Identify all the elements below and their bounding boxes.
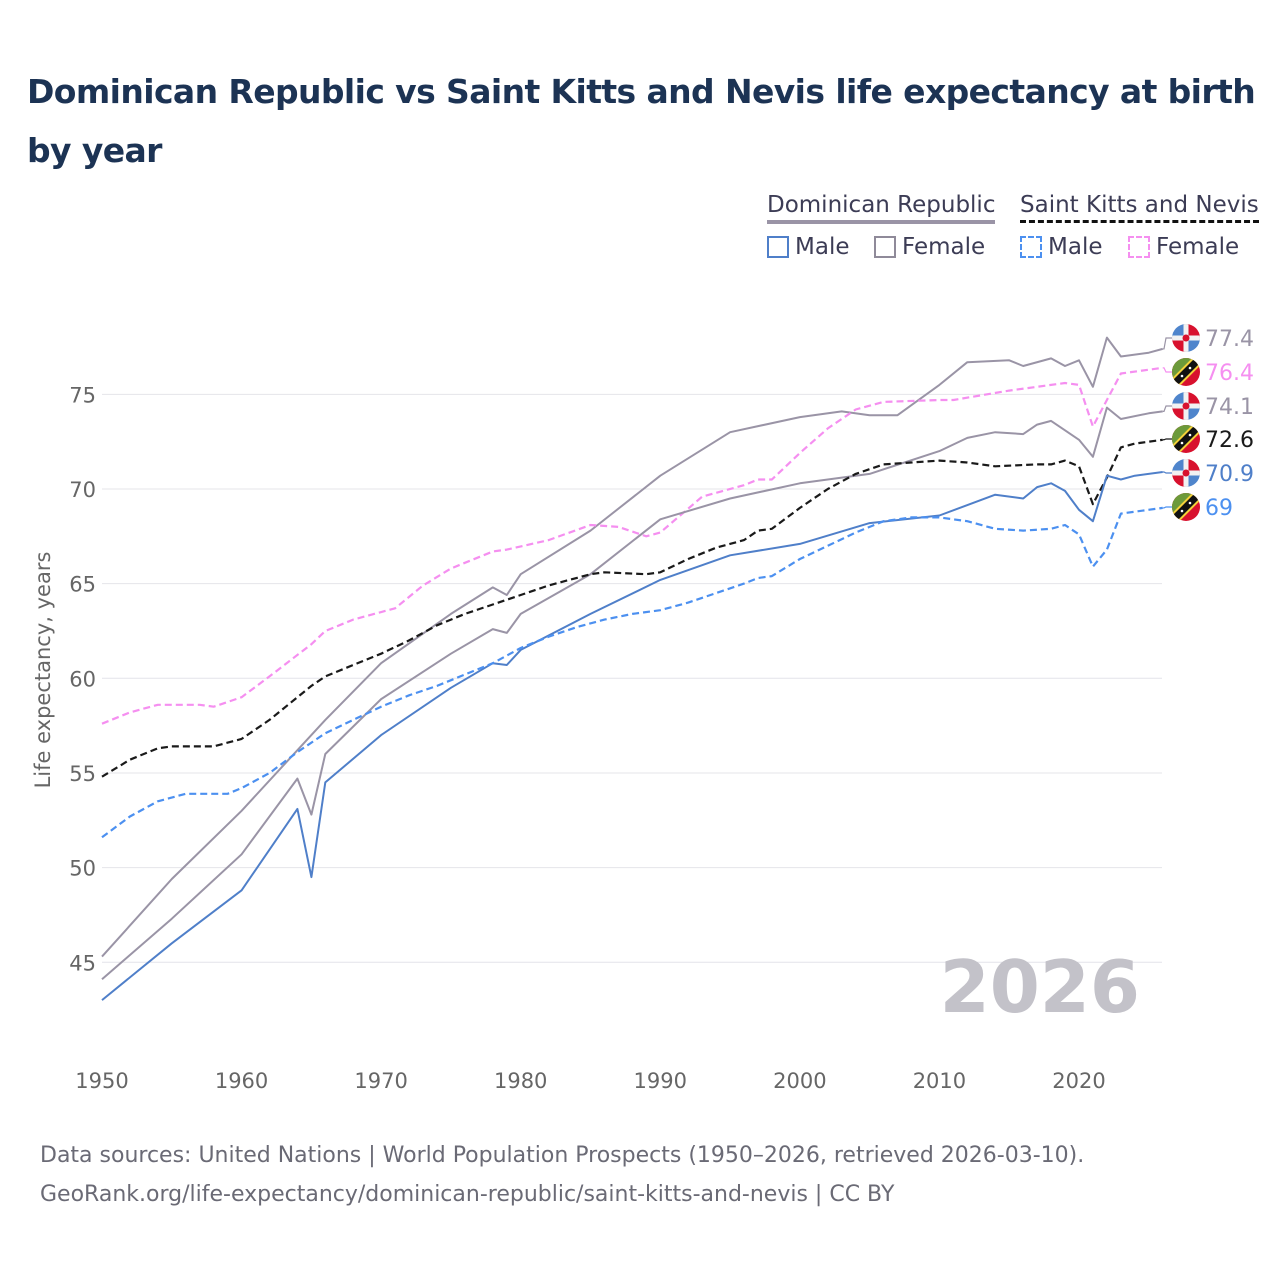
y-tick-label: 55 bbox=[69, 762, 96, 786]
series-line-dominican-republic-male bbox=[101, 471, 1163, 1001]
x-tick-label: 1990 bbox=[634, 1069, 687, 1093]
y-tick-label: 60 bbox=[69, 667, 96, 691]
flag-saint-kitts-and-nevis-icon bbox=[1172, 358, 1200, 386]
y-tick-label: 70 bbox=[69, 478, 96, 502]
source-line-1: Data sources: United Nations | World Pop… bbox=[40, 1143, 1085, 1168]
legend-label: Female bbox=[902, 234, 986, 260]
legend-label: Male bbox=[795, 234, 850, 260]
end-value-label: 74.1 bbox=[1205, 395, 1254, 420]
label-connector bbox=[1162, 367, 1172, 373]
legend-label: Male bbox=[1048, 234, 1103, 260]
label-connector bbox=[1162, 438, 1172, 441]
x-tick-label: 1970 bbox=[354, 1069, 407, 1093]
label-connector bbox=[1162, 506, 1172, 509]
end-value-label: 76.4 bbox=[1205, 361, 1254, 386]
series-line-saint-kitts-and-nevis-male bbox=[101, 506, 1163, 839]
legend-swatch bbox=[874, 236, 896, 258]
label-connector bbox=[1162, 337, 1172, 350]
y-axis-label: Life expectancy, years bbox=[31, 552, 55, 789]
x-tick-label: 1980 bbox=[494, 1069, 547, 1093]
legend-swatch bbox=[1020, 236, 1042, 258]
legend-swatch bbox=[767, 236, 789, 258]
end-value-label: 70.9 bbox=[1205, 462, 1254, 487]
legend-item-dr-male[interactable]: Male bbox=[767, 234, 849, 260]
x-tick-label: 2010 bbox=[913, 1069, 966, 1093]
x-tick-label: 2020 bbox=[1052, 1069, 1105, 1093]
end-value-label: 69 bbox=[1205, 496, 1233, 521]
label-connector bbox=[1162, 471, 1172, 474]
series-line-saint-kitts-and-nevis-female bbox=[101, 366, 1163, 725]
flag-saint-kitts-and-nevis-icon bbox=[1172, 425, 1200, 453]
legend-group-dominican-republic[interactable]: Dominican Republic bbox=[767, 192, 996, 224]
x-tick-label: 2000 bbox=[773, 1069, 826, 1093]
flag-dominican-republic-icon bbox=[1172, 392, 1200, 420]
flag-saint-kitts-and-nevis-icon bbox=[1172, 493, 1200, 521]
label-connector bbox=[1162, 405, 1172, 412]
legend-group-saint-kitts-and-nevis[interactable]: Saint Kitts and Nevis bbox=[1020, 192, 1259, 223]
year-watermark: 2026 bbox=[940, 945, 1140, 1029]
x-tick-label: 1960 bbox=[215, 1069, 268, 1093]
series-line-dominican-republic-female bbox=[101, 336, 1163, 958]
y-tick-label: 45 bbox=[69, 951, 96, 975]
legend-item-dr-female[interactable]: Female bbox=[874, 234, 985, 260]
flag-dominican-republic-icon bbox=[1172, 459, 1200, 487]
y-tick-label: 50 bbox=[69, 857, 96, 881]
legend-item-skn-male[interactable]: Male bbox=[1020, 234, 1102, 260]
series-line-saint-kitts-and-nevis-total bbox=[101, 438, 1163, 778]
legend-item-skn-female[interactable]: Female bbox=[1128, 234, 1239, 260]
x-tick-label: 1950 bbox=[75, 1069, 128, 1093]
end-value-label: 72.6 bbox=[1205, 428, 1254, 453]
source-note: Data sources: United Nations | World Pop… bbox=[40, 1136, 1084, 1214]
y-tick-label: 65 bbox=[69, 573, 96, 597]
flag-dominican-republic-icon bbox=[1172, 324, 1200, 352]
legend-swatch bbox=[1128, 236, 1150, 258]
series-line-dominican-republic-total bbox=[101, 406, 1163, 981]
source-line-2[interactable]: GeoRank.org/life-expectancy/dominican-re… bbox=[40, 1182, 895, 1207]
legend-label: Female bbox=[1156, 234, 1240, 260]
end-value-label: 77.4 bbox=[1205, 327, 1254, 352]
chart-title: Dominican Republic vs Saint Kitts and Ne… bbox=[27, 72, 1256, 170]
y-tick-label: 75 bbox=[69, 383, 96, 407]
